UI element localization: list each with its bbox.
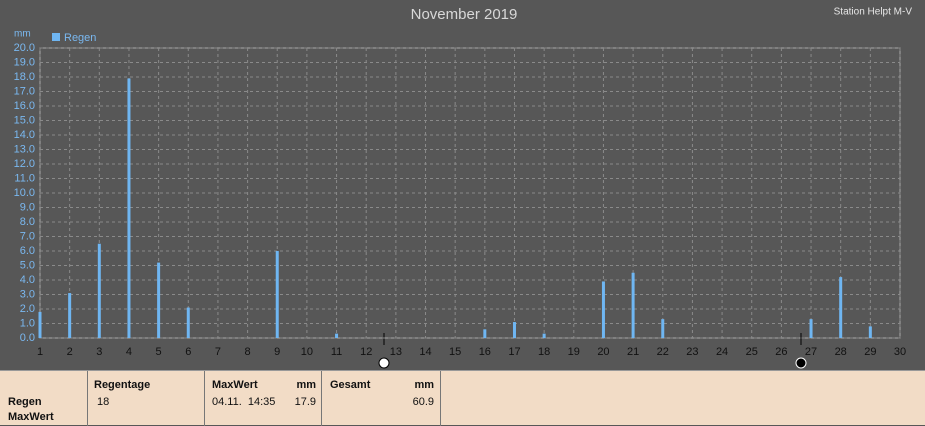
unit: mm	[296, 379, 316, 391]
x-tick-label: 26	[775, 346, 787, 358]
x-tick-label: 10	[301, 346, 313, 358]
bar	[335, 333, 339, 338]
header: MaxWert	[212, 379, 258, 391]
time: 04.11. 14:35	[212, 396, 276, 408]
bar	[157, 262, 161, 338]
header: Regentage	[94, 379, 151, 391]
y-tick-label: 9.0	[20, 201, 35, 213]
y-tick-label: 2.0	[20, 303, 35, 315]
row-label: Regen	[8, 396, 42, 408]
y-tick-label: 0.0	[20, 332, 35, 344]
bar	[97, 243, 101, 338]
y-tick-label: 12.0	[14, 158, 35, 170]
x-tick-label: 1	[37, 346, 43, 358]
x-tick-label: 15	[449, 346, 461, 358]
x-tick-label: 4	[126, 346, 132, 358]
y-tick-label: 10.0	[14, 187, 35, 199]
chart-title: November 2019	[411, 6, 518, 23]
x-tick-label: 18	[538, 346, 550, 358]
x-tick-label: 23	[686, 346, 698, 358]
gesamt-cell: Gesamt mm 60.9	[322, 371, 441, 426]
bar	[512, 322, 516, 338]
bar	[38, 311, 42, 338]
y-tick-label: 1.0	[20, 317, 35, 329]
header: Gesamt	[330, 379, 371, 391]
legend-label: Regen	[64, 32, 96, 44]
x-tick-label: 27	[805, 346, 817, 358]
bar	[631, 272, 635, 338]
x-tick-label: 11	[331, 346, 342, 358]
bar	[868, 326, 872, 338]
x-tick-label: 25	[746, 346, 758, 358]
x-tick-label: 17	[508, 346, 520, 358]
x-tick-label: 21	[627, 346, 639, 358]
bar	[542, 333, 546, 338]
bar	[127, 78, 131, 338]
x-tick-label: 30	[894, 346, 906, 358]
full-moon-icon	[378, 357, 390, 369]
y-tick-label: 19.0	[14, 56, 35, 68]
bar	[809, 319, 813, 338]
value: 17.9	[294, 396, 316, 408]
x-tick-label: 14	[419, 346, 431, 358]
x-tick-label: 20	[597, 346, 609, 358]
y-tick-label: 4.0	[20, 274, 35, 286]
x-tick-label: 24	[716, 346, 728, 358]
y-unit: mm	[14, 29, 31, 40]
bar	[68, 293, 72, 338]
x-tick-label: 19	[568, 346, 580, 358]
bar	[483, 329, 487, 338]
new-moon-icon	[795, 357, 807, 369]
chart: November 2019 Station Helpt M-V mm 0.0 1.…	[14, 6, 913, 369]
value: 60.9	[412, 396, 434, 408]
y-tick-label: 17.0	[14, 85, 35, 97]
bar	[839, 277, 843, 338]
bar	[661, 319, 665, 338]
x-tick-label: 13	[390, 346, 402, 358]
x-tick-label: 7	[215, 346, 221, 358]
x-tick-label: 3	[96, 346, 102, 358]
y-tick-label: 18.0	[14, 71, 35, 83]
summary-panel: Regen MaxWert Regentage 18 MaxWert mm 04…	[0, 370, 925, 426]
y-tick-label: 14.0	[14, 129, 35, 141]
legend-swatch	[52, 33, 60, 41]
y-tick-label: 13.0	[14, 143, 35, 155]
y-tick-label: 16.0	[14, 100, 35, 112]
x-tick-label: 5	[156, 346, 162, 358]
y-tick-label: 5.0	[20, 259, 35, 271]
bar	[186, 307, 190, 338]
x-tick-label: 2	[67, 346, 73, 358]
y-tick-label: 6.0	[20, 245, 35, 257]
x-tick-label: 6	[185, 346, 191, 358]
x-tick-label: 16	[479, 346, 491, 358]
row-label: MaxWert	[8, 411, 54, 423]
x-tick-label: 9	[274, 346, 280, 358]
y-tick-label: 20.0	[14, 42, 35, 54]
y-tick-label: 15.0	[14, 114, 35, 126]
bar	[275, 251, 279, 338]
label-cell: Regen MaxWert	[0, 371, 88, 426]
y-tick-label: 8.0	[20, 216, 35, 228]
x-tick-label: 8	[245, 346, 251, 358]
value: 18	[97, 396, 110, 408]
x-tick-label: 22	[657, 346, 669, 358]
station-label: Station Helpt M-V	[834, 7, 913, 18]
unit: mm	[414, 379, 434, 391]
y-tick-label: 7.0	[20, 230, 35, 242]
bar	[601, 281, 605, 338]
maxwert-cell: MaxWert mm 04.11. 14:35 17.9	[205, 371, 322, 426]
regentage-cell: Regentage 18	[88, 371, 205, 426]
y-tick-label: 11.0	[14, 172, 35, 184]
x-tick-label: 29	[864, 346, 876, 358]
x-tick-label: 12	[360, 346, 372, 358]
x-tick-label: 28	[835, 346, 847, 358]
y-tick-label: 3.0	[20, 288, 35, 300]
